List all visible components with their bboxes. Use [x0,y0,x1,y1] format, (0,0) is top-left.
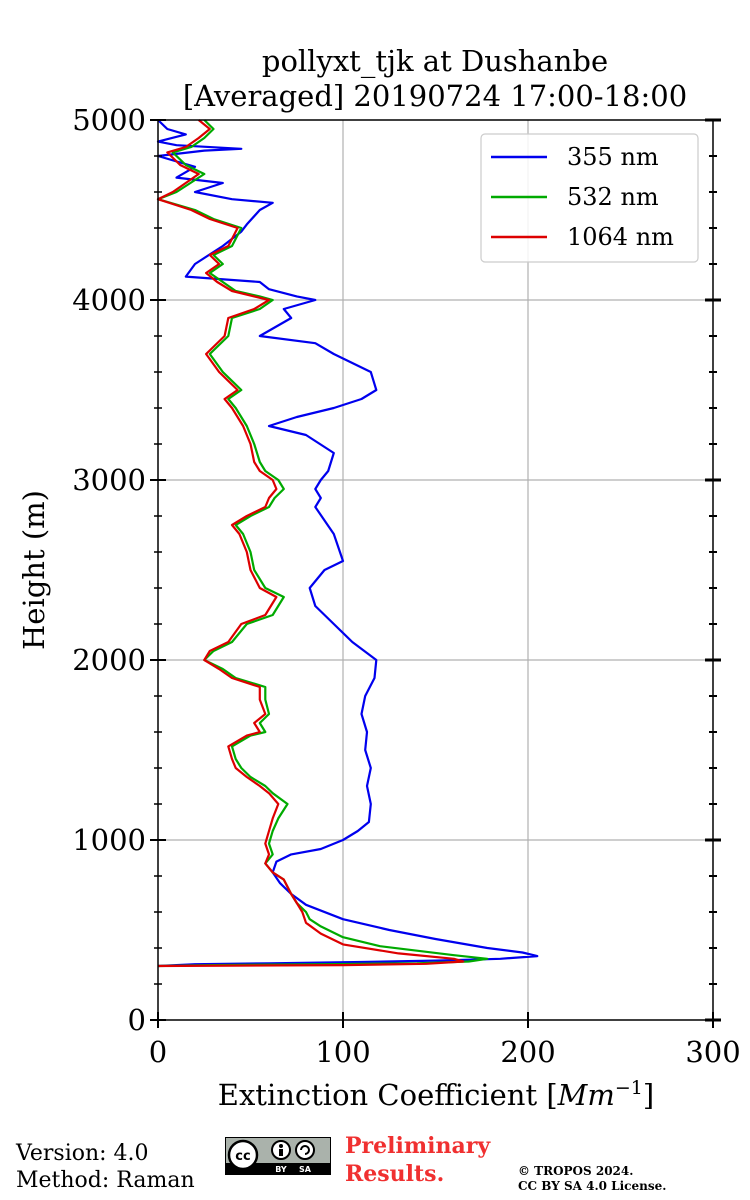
preliminary-line1: Preliminary [345,1133,491,1159]
y-tick-label: 4000 [72,283,146,317]
x-tick-label: 300 [685,1035,740,1069]
by-label: BY [275,1165,287,1174]
x-tick-label: 0 [149,1035,167,1069]
legend-label-532: 532 nm [567,183,659,211]
chart-title-line1: pollyxt_tjk at Dushanbe [262,44,608,79]
legend-label-355: 355 nm [567,143,659,171]
sa-icon [295,1140,315,1160]
copyright-line1: © TROPOS 2024. [518,1164,634,1178]
series-line-1064nm [156,119,465,968]
copyright-notice: © TROPOS 2024. CC BY SA 4.0 License. [518,1164,666,1194]
plot-frame [157,119,714,1021]
legend: 355 nm 532 nm 1064 nm [480,133,699,263]
legend-box [480,133,699,263]
y-tick-label: 2000 [72,643,146,677]
series-group [156,119,539,968]
y-tick-label: 5000 [72,103,146,137]
preliminary-line2: Results. [345,1161,445,1187]
sa-label: SA [299,1165,312,1174]
x-tick-label: 100 [315,1035,370,1069]
cc-icon [227,1139,259,1171]
cc-license-badge: cc BY SA [225,1137,331,1175]
version-info: Version: 4.0 Method: Raman [16,1140,195,1194]
version-text: Version: 4.0 [16,1141,149,1166]
y-tick-label: 3000 [72,463,146,497]
preliminary-notice: Preliminary Results. [345,1132,490,1188]
legend-label-1064: 1064 nm [567,223,674,251]
y-tick-label: 0 [128,1003,146,1037]
method-text: Method: Raman [16,1168,195,1193]
x-tick-label: 200 [500,1035,555,1069]
series-line-532nm [156,119,489,968]
svg-text:cc: cc [235,1149,250,1164]
copyright-line2: CC BY SA 4.0 License. [518,1179,667,1193]
grid [158,120,713,1020]
chart-title-line2: [Averaged] 20190724 17:00-18:00 [183,79,687,113]
axis-ticks [150,118,721,1028]
x-axis-label: Extinction Coefficient [Mm−1] [218,1077,654,1112]
y-tick-label: 1000 [72,823,146,857]
y-axis-label: Height (m) [17,490,51,650]
